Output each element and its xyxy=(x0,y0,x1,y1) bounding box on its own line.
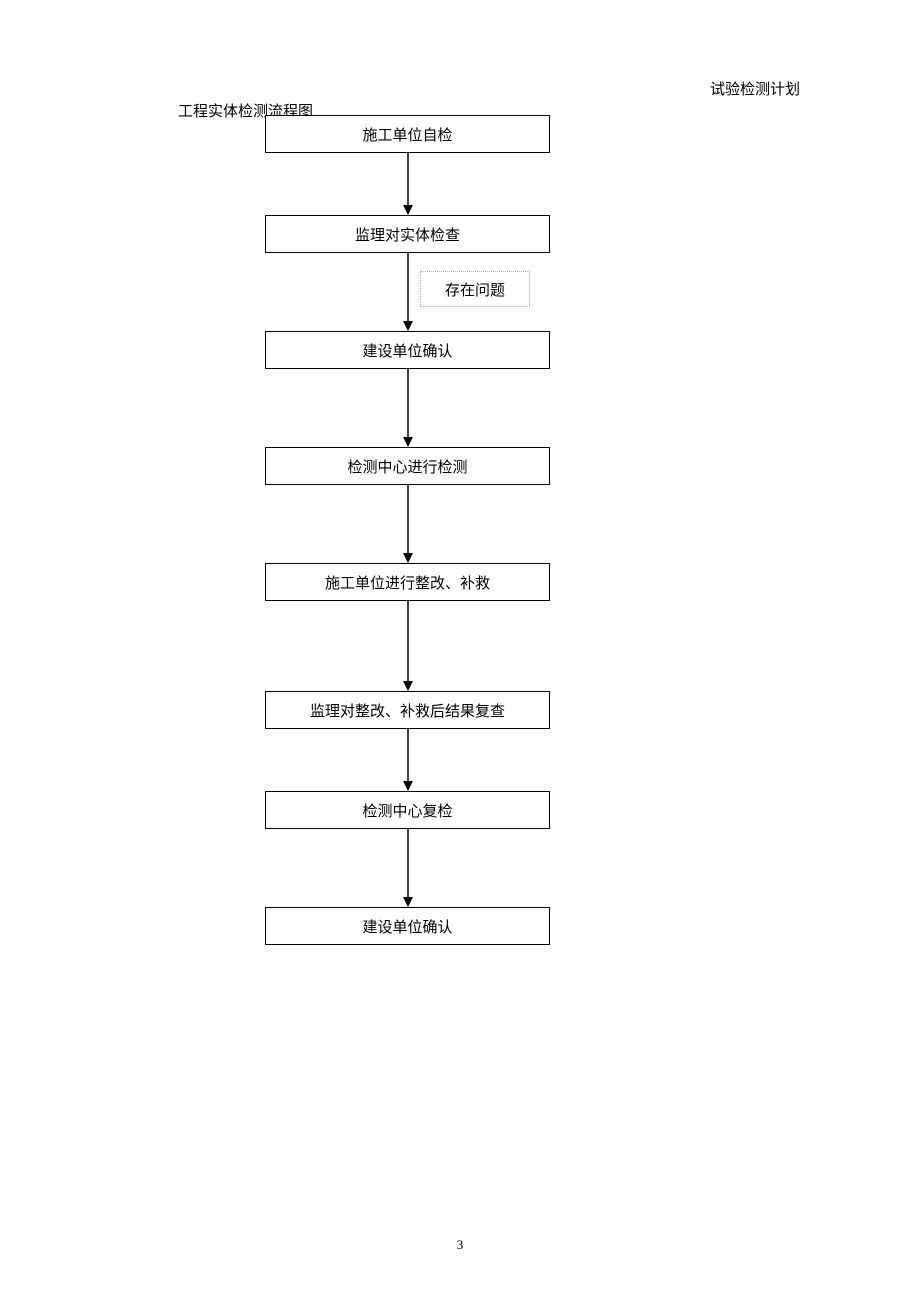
flow-node-5-label: 施工单位进行整改、补救 xyxy=(325,572,490,593)
header-right-text: 试验检测计划 xyxy=(710,78,800,99)
arrow-icon xyxy=(398,601,418,691)
flow-node-1: 施工单位自检 xyxy=(265,115,550,153)
flow-node-7-label: 检测中心复检 xyxy=(362,800,452,821)
flow-node-2: 监理对实体检查 xyxy=(265,215,550,253)
flow-side-label: 存在问题 xyxy=(420,271,530,307)
flow-arrow-7 xyxy=(265,829,550,907)
flow-node-5: 施工单位进行整改、补救 xyxy=(265,563,550,601)
flow-node-7: 检测中心复检 xyxy=(265,791,550,829)
flow-node-6: 监理对整改、补救后结果复查 xyxy=(265,691,550,729)
flow-node-8: 建设单位确认 xyxy=(265,907,550,945)
flow-arrow-2: 存在问题 xyxy=(265,253,550,331)
flow-node-2-label: 监理对实体检查 xyxy=(355,224,460,245)
flow-node-3: 建设单位确认 xyxy=(265,331,550,369)
flow-arrow-3 xyxy=(265,369,550,447)
flow-side-label-text: 存在问题 xyxy=(445,279,505,300)
flow-node-8-label: 建设单位确认 xyxy=(362,916,452,937)
flow-node-6-label: 监理对整改、补救后结果复查 xyxy=(310,700,505,721)
flow-node-3-label: 建设单位确认 xyxy=(362,340,452,361)
flowchart-container: 施工单位自检 监理对实体检查 存在问题 建设单位确认 检测中心进行检测 xyxy=(265,115,550,945)
arrow-icon xyxy=(398,153,418,215)
page-number: 3 xyxy=(457,1237,464,1253)
flow-node-4-label: 检测中心进行检测 xyxy=(347,456,467,477)
arrow-icon xyxy=(398,829,418,907)
flow-arrow-6 xyxy=(265,729,550,791)
arrow-icon xyxy=(398,369,418,447)
arrow-icon xyxy=(398,485,418,563)
arrow-icon xyxy=(398,253,418,331)
arrow-icon xyxy=(398,729,418,791)
flow-node-1-label: 施工单位自检 xyxy=(362,124,452,145)
flow-node-4: 检测中心进行检测 xyxy=(265,447,550,485)
flow-arrow-5 xyxy=(265,601,550,691)
flow-arrow-4 xyxy=(265,485,550,563)
flow-arrow-1 xyxy=(265,153,550,215)
